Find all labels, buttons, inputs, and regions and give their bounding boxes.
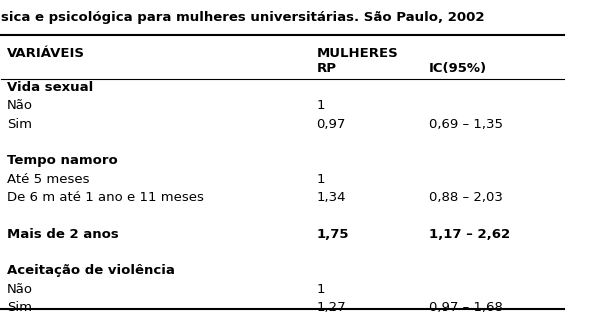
Text: VARIÁVEIS: VARIÁVEIS [7,47,85,60]
Text: 1: 1 [317,99,325,112]
Text: Mais de 2 anos: Mais de 2 anos [7,228,119,241]
Text: 1,34: 1,34 [317,191,346,204]
Text: RP: RP [317,62,336,75]
Text: 1: 1 [317,283,325,296]
Text: IC(95%): IC(95%) [429,62,487,75]
Text: Não: Não [7,99,33,112]
Text: 0,97: 0,97 [317,118,346,131]
Text: Sim: Sim [7,118,32,131]
Text: 1: 1 [317,173,325,186]
Text: 1,17 – 2,62: 1,17 – 2,62 [429,228,510,241]
Text: Não: Não [7,283,33,296]
Text: Sim: Sim [7,301,32,314]
Text: sica e psicológica para mulheres universitárias. São Paulo, 2002: sica e psicológica para mulheres univers… [1,11,485,24]
Text: 1,75: 1,75 [317,228,349,241]
Text: 0,69 – 1,35: 0,69 – 1,35 [429,118,503,131]
Text: MULHERES: MULHERES [317,47,398,60]
Text: Aceitação de violência: Aceitação de violência [7,264,175,277]
Text: Até 5 meses: Até 5 meses [7,173,89,186]
Text: 0,97 – 1,68: 0,97 – 1,68 [429,301,503,314]
Text: 0,88 – 2,03: 0,88 – 2,03 [429,191,503,204]
Text: De 6 m até 1 ano e 11 meses: De 6 m até 1 ano e 11 meses [7,191,204,204]
Text: Tempo namoro: Tempo namoro [7,154,118,167]
Text: 1,27: 1,27 [317,301,346,314]
Text: Vida sexual: Vida sexual [7,81,93,94]
